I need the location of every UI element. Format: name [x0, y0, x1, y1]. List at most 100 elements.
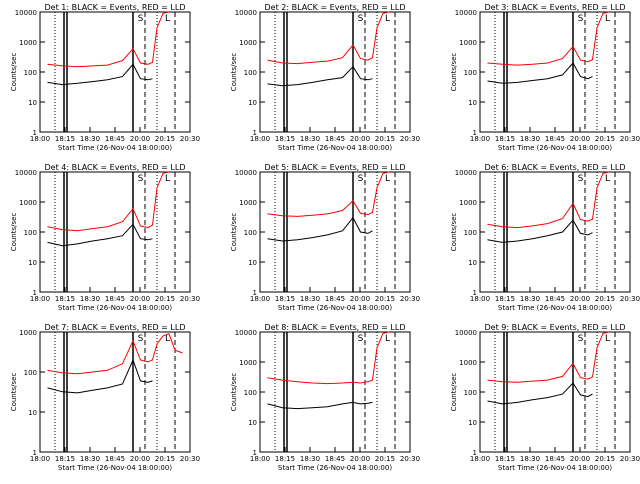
x-tick-label: 20:00 — [130, 135, 150, 143]
annotation-label: S — [358, 334, 364, 344]
y-tick-label: 100 — [464, 69, 477, 77]
x-tick-label: 18:15 — [55, 295, 75, 303]
series-line-events — [47, 223, 153, 247]
y-tick-label: 1 — [253, 129, 257, 137]
x-tick-label: 18:00 — [250, 295, 270, 303]
x-tick-label: 18:45 — [325, 295, 345, 303]
panel-title: Det 8: BLACK = Events, RED = LLD — [265, 323, 406, 332]
y-tick-label: 1000 — [459, 39, 477, 47]
x-tick-label: 18:00 — [470, 295, 490, 303]
x-tick-label: 18:45 — [325, 455, 345, 463]
y-tick-label: 10 — [248, 259, 257, 267]
y-axis-label: Counts/sec — [230, 53, 238, 92]
x-tick-label: 20:00 — [130, 455, 150, 463]
y-tick-label: 10 — [248, 99, 257, 107]
x-tick-label: 20:00 — [350, 135, 370, 143]
y-tick-label: 1 — [253, 449, 257, 457]
x-axis-label: Start Time (26-Nov-04 18:00:00) — [498, 464, 612, 472]
x-tick-label: 18:45 — [325, 135, 345, 143]
x-tick-label: 20:00 — [570, 135, 590, 143]
y-tick-label: 100 — [24, 229, 37, 237]
y-tick-label: 100 — [244, 69, 257, 77]
annotation-label: L — [165, 14, 170, 24]
series-line-events — [487, 382, 593, 405]
x-tick-label: 18:15 — [275, 295, 295, 303]
y-tick-label: 10000 — [235, 9, 257, 17]
panel-title: Det 2: BLACK = Events, RED = LLD — [265, 3, 406, 12]
plot-frame — [39, 171, 191, 293]
annotation-label: S — [578, 14, 584, 24]
x-tick-label: 18:15 — [495, 295, 515, 303]
panel-title: Det 6: BLACK = Events, RED = LLD — [485, 163, 626, 172]
detector-panel-5: Det 5: BLACK = Events, RED = LLD 1 10 100 10… — [230, 163, 420, 312]
x-tick-label: 20:30 — [620, 295, 640, 303]
y-axis-label: Counts/sec — [450, 53, 458, 92]
y-tick-label: 10 — [468, 419, 477, 427]
x-tick-label: 18:15 — [495, 135, 515, 143]
annotation-label: S — [358, 174, 364, 184]
y-tick-label: 1 — [33, 449, 37, 457]
y-tick-label: 1000 — [239, 39, 257, 47]
x-tick-label: 20:30 — [400, 135, 420, 143]
y-tick-label: 1000 — [459, 199, 477, 207]
plot-frame — [479, 171, 631, 293]
x-tick-label: 18:00 — [30, 295, 50, 303]
y-tick-label: 1000 — [239, 359, 257, 367]
y-tick-label: 10 — [468, 259, 477, 267]
panel-title: Det 1: BLACK = Events, RED = LLD — [45, 3, 186, 12]
y-tick-label: 10 — [248, 419, 257, 427]
y-tick-label: 1000 — [459, 359, 477, 367]
x-tick-label: 20:15 — [155, 455, 175, 463]
series-line-lld — [47, 333, 183, 375]
y-axis-label: Counts/sec — [10, 373, 18, 412]
x-tick-label: 20:15 — [595, 295, 615, 303]
series-line-events — [487, 219, 593, 243]
x-axis-label: Start Time (26-Nov-04 18:00:00) — [58, 144, 172, 152]
annotation-label: L — [385, 14, 390, 24]
panel-title: Det 4: BLACK = Events, RED = LLD — [45, 163, 186, 172]
series-line-lld — [47, 11, 170, 68]
x-tick-label: 20:00 — [130, 295, 150, 303]
x-tick-label: 20:30 — [180, 135, 200, 143]
x-tick-label: 20:30 — [620, 135, 640, 143]
annotation-label: L — [605, 334, 610, 344]
detector-panel-7: Det 7: BLACK = Events, RED = LLD 1 10 100 10… — [10, 323, 200, 472]
y-tick-label: 10 — [468, 99, 477, 107]
series-line-lld — [487, 171, 610, 229]
x-tick-label: 18:00 — [30, 455, 50, 463]
y-tick-label: 1000 — [19, 39, 37, 47]
detector-panel-3: Det 3: BLACK = Events, RED = LLD 1 10 100 10… — [450, 3, 640, 152]
x-tick-label: 18:15 — [495, 455, 515, 463]
x-tick-label: 18:00 — [470, 135, 490, 143]
y-tick-label: 10000 — [15, 169, 37, 177]
x-tick-label: 20:15 — [375, 295, 395, 303]
y-tick-label: 1 — [33, 289, 37, 297]
y-axis-label: Counts/sec — [450, 213, 458, 252]
panel-title: Det 3: BLACK = Events, RED = LLD — [485, 3, 626, 12]
series-line-events — [47, 63, 153, 86]
series-line-events — [47, 358, 153, 394]
x-tick-label: 18:45 — [105, 295, 125, 303]
x-tick-label: 18:00 — [250, 455, 270, 463]
plot-frame — [259, 171, 411, 293]
x-tick-label: 20:15 — [595, 135, 615, 143]
plot-frame — [259, 11, 411, 133]
x-tick-label: 20:30 — [180, 295, 200, 303]
panel-title: Det 7: BLACK = Events, RED = LLD — [45, 323, 186, 332]
series-line-events — [267, 401, 373, 410]
x-tick-label: 18:30 — [80, 455, 100, 463]
x-tick-label: 18:45 — [545, 455, 565, 463]
x-tick-label: 20:30 — [180, 455, 200, 463]
annotation-label: L — [385, 174, 390, 184]
x-tick-label: 18:45 — [105, 455, 125, 463]
y-tick-label: 1000 — [239, 199, 257, 207]
y-tick-label: 100 — [244, 229, 257, 237]
y-tick-label: 100 — [464, 229, 477, 237]
panel-title: Det 5: BLACK = Events, RED = LLD — [265, 163, 406, 172]
x-tick-label: 18:30 — [520, 455, 540, 463]
series-line-events — [487, 62, 593, 84]
x-tick-label: 18:45 — [545, 295, 565, 303]
x-tick-label: 18:30 — [300, 135, 320, 143]
y-axis-label: Counts/sec — [450, 373, 458, 412]
